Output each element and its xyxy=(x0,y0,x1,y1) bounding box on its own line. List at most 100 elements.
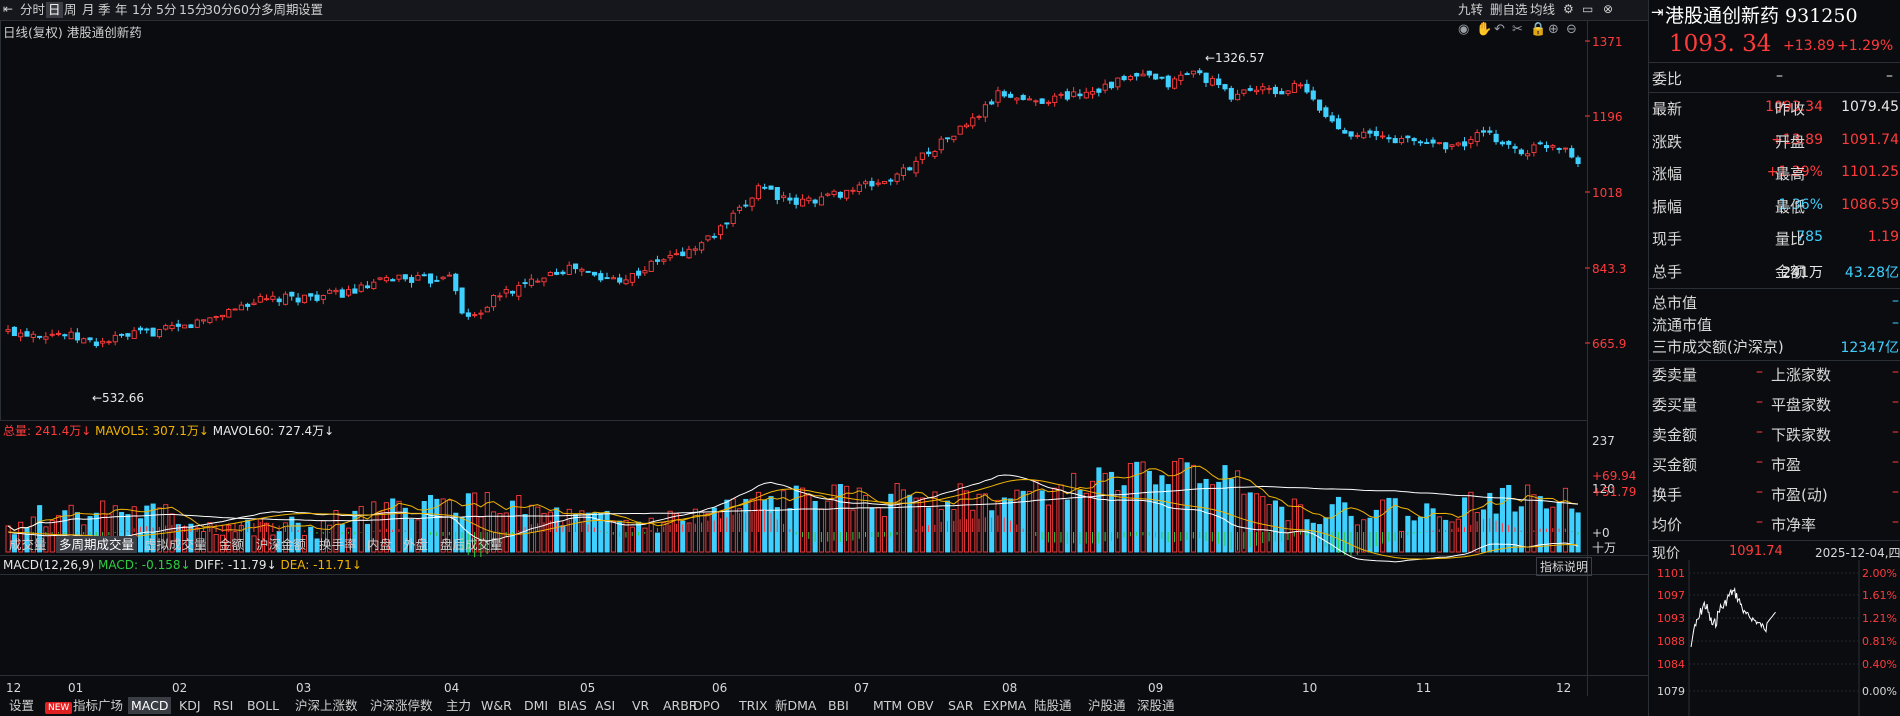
bottom-tab-18[interactable]: 新DMA xyxy=(775,698,817,713)
candle-body xyxy=(11,326,17,337)
remove-favorite-button[interactable]: 删自选 xyxy=(1490,2,1528,17)
bottom-tab-9[interactable]: 主力 xyxy=(446,698,472,713)
bottom-tab-21[interactable]: OBV xyxy=(907,698,934,713)
bottom-tab-11[interactable]: DMI xyxy=(524,698,549,713)
mini-left-tick: 1084 xyxy=(1657,658,1685,671)
bottom-tab-6[interactable]: BOLL xyxy=(247,698,280,713)
period-tab-8[interactable]: 15分 xyxy=(179,2,208,17)
bottom-tab-16[interactable]: DPO xyxy=(693,698,721,713)
period-tab-11[interactable]: 多周期 xyxy=(261,2,299,17)
volume-indicator-tab-3[interactable]: 金额 xyxy=(219,537,245,552)
bottom-tab-5[interactable]: RSI xyxy=(213,698,234,713)
bottom-tab-15[interactable]: ARBR xyxy=(663,698,698,713)
volume-bar xyxy=(1052,487,1058,553)
period-tab-3[interactable]: 月 xyxy=(82,2,95,17)
bottom-tab-17[interactable]: TRIX xyxy=(739,698,768,713)
chart-subtitle: 日线(复权) 港股通创新药 xyxy=(3,25,142,40)
candle-body xyxy=(1115,77,1121,88)
bottom-tab-20[interactable]: MTM xyxy=(873,698,903,713)
candle-body xyxy=(1487,130,1493,133)
candle-body xyxy=(509,290,516,294)
period-tab-10[interactable]: 60分 xyxy=(233,2,262,17)
undo-icon[interactable]: ↶ xyxy=(1494,22,1505,37)
candle-body xyxy=(1544,144,1550,149)
quote-value: 785 xyxy=(1796,229,1823,245)
scissors-icon[interactable]: ✂ xyxy=(1512,22,1523,37)
candle-body xyxy=(37,335,43,338)
volume-indicator-tab-4[interactable]: 沪深金额 xyxy=(256,537,307,552)
candle-body xyxy=(74,332,81,341)
period-tab-2[interactable]: 周 xyxy=(64,2,77,17)
candle-body xyxy=(1159,76,1165,79)
bottom-tab-2[interactable]: 指标广场 xyxy=(73,698,124,713)
settings-gear-icon[interactable]: ⚙ xyxy=(1563,2,1574,16)
intraday-mini-chart[interactable]: 1101 2.00% 1097 1.61% 1093 1.21% 1088 0.81% 1084… xyxy=(1649,560,1900,716)
volume-indicator-tab-1[interactable]: 多周期成交量 xyxy=(56,536,138,553)
bottom-tab-24[interactable]: 陆股通 xyxy=(1034,698,1072,713)
zoom-in-icon[interactable]: ⊕ xyxy=(1548,22,1559,37)
volume-bar xyxy=(680,520,686,553)
volume-indicator-tab-2[interactable]: 虚拟成交量 xyxy=(144,537,207,552)
period-tab-12[interactable]: 设置 xyxy=(298,2,324,17)
ma-button[interactable]: 均线 xyxy=(1530,2,1556,17)
bottom-tab-12[interactable]: BIAS xyxy=(558,698,587,713)
candle-body xyxy=(188,324,194,329)
bottom-tab-8[interactable]: 沪深涨停数 xyxy=(370,698,433,713)
bottom-tab-7[interactable]: 沪深上涨数 xyxy=(295,698,358,713)
eye-icon[interactable]: ◉ xyxy=(1458,22,1470,37)
period-tab-6[interactable]: 1分 xyxy=(132,2,153,17)
mavol60-line xyxy=(7,485,1579,531)
lock-icon[interactable]: 🔒 xyxy=(1530,22,1547,37)
bottom-tab-0[interactable]: 设置 xyxy=(9,698,35,713)
bottom-tab-22[interactable]: SAR xyxy=(948,698,974,713)
bottom-tab-19[interactable]: BBI xyxy=(828,698,849,713)
bottom-tab-13[interactable]: ASI xyxy=(595,698,616,713)
quote-label: 开盘 xyxy=(1775,132,1806,151)
nine-turn-button[interactable]: 九转 xyxy=(1458,2,1484,17)
volume-bar xyxy=(1386,497,1392,553)
volume-bar xyxy=(957,483,963,553)
bottom-tab-23[interactable]: EXPMA xyxy=(983,698,1027,713)
volume-indicator-tab-6[interactable]: 内盘 xyxy=(367,537,393,552)
bottom-tab-25[interactable]: 沪股通 xyxy=(1088,698,1126,713)
candle-body xyxy=(642,270,648,274)
current-price: 1093. 34 xyxy=(1669,31,1772,57)
panel-collapse-icon[interactable]: ⇥ xyxy=(1651,3,1664,21)
bottom-tab-3[interactable]: MACD xyxy=(128,697,172,714)
bottom-tab-10[interactable]: W&R xyxy=(481,698,512,713)
indicator-explain-button[interactable]: 指标说明 xyxy=(1536,557,1593,576)
period-tab-1[interactable]: 日 xyxy=(46,2,63,18)
bottom-tab-4[interactable]: KDJ xyxy=(179,698,201,713)
volume-bar xyxy=(308,526,314,553)
volume-indicator-tab-8[interactable]: 盘后成交量 xyxy=(440,537,503,552)
period-tab-0[interactable]: 分时 xyxy=(20,2,46,17)
period-tab-7[interactable]: 5分 xyxy=(156,2,177,17)
period-tab-5[interactable]: 年 xyxy=(115,2,128,17)
candle-body xyxy=(491,295,497,308)
volume-bar xyxy=(11,534,17,553)
candle-body xyxy=(743,204,749,207)
bottom-tab-26[interactable]: 深股通 xyxy=(1137,698,1175,713)
volume-indicator-tab-7[interactable]: 外盘 xyxy=(403,537,429,552)
candle-body xyxy=(24,331,30,337)
maximize-icon[interactable]: ▭ xyxy=(1582,2,1594,16)
volume-indicator-tab-0[interactable]: 成交量 xyxy=(9,537,47,552)
candle-body xyxy=(245,303,251,307)
candle-body xyxy=(1083,91,1089,99)
volume-bar xyxy=(1430,508,1436,553)
bottom-tab-14[interactable]: VR xyxy=(632,698,650,713)
price-tick: 1018 xyxy=(1592,186,1623,200)
period-tab-4[interactable]: 季 xyxy=(98,2,111,17)
collapse-left-icon[interactable]: ⇤ xyxy=(3,2,14,16)
stock-chart[interactable]: ←1326.57 ←532.66 1371 1196 1018 843.3 665.9 23… xyxy=(0,20,1648,696)
bottom-tab-1[interactable]: NEW xyxy=(42,697,75,714)
candle-body xyxy=(119,333,125,336)
period-tab-9[interactable]: 30分 xyxy=(205,2,234,17)
hand-icon[interactable]: ✋ xyxy=(1476,22,1493,37)
volume-tick: 237 xyxy=(1592,434,1615,448)
zoom-out-icon[interactable]: ⊖ xyxy=(1566,22,1577,37)
close-icon[interactable]: ⊗ xyxy=(1603,2,1614,16)
volume-indicator-tab-5[interactable]: 换手率 xyxy=(319,537,357,552)
candle-body xyxy=(1474,132,1480,142)
candle-body xyxy=(1253,89,1260,93)
